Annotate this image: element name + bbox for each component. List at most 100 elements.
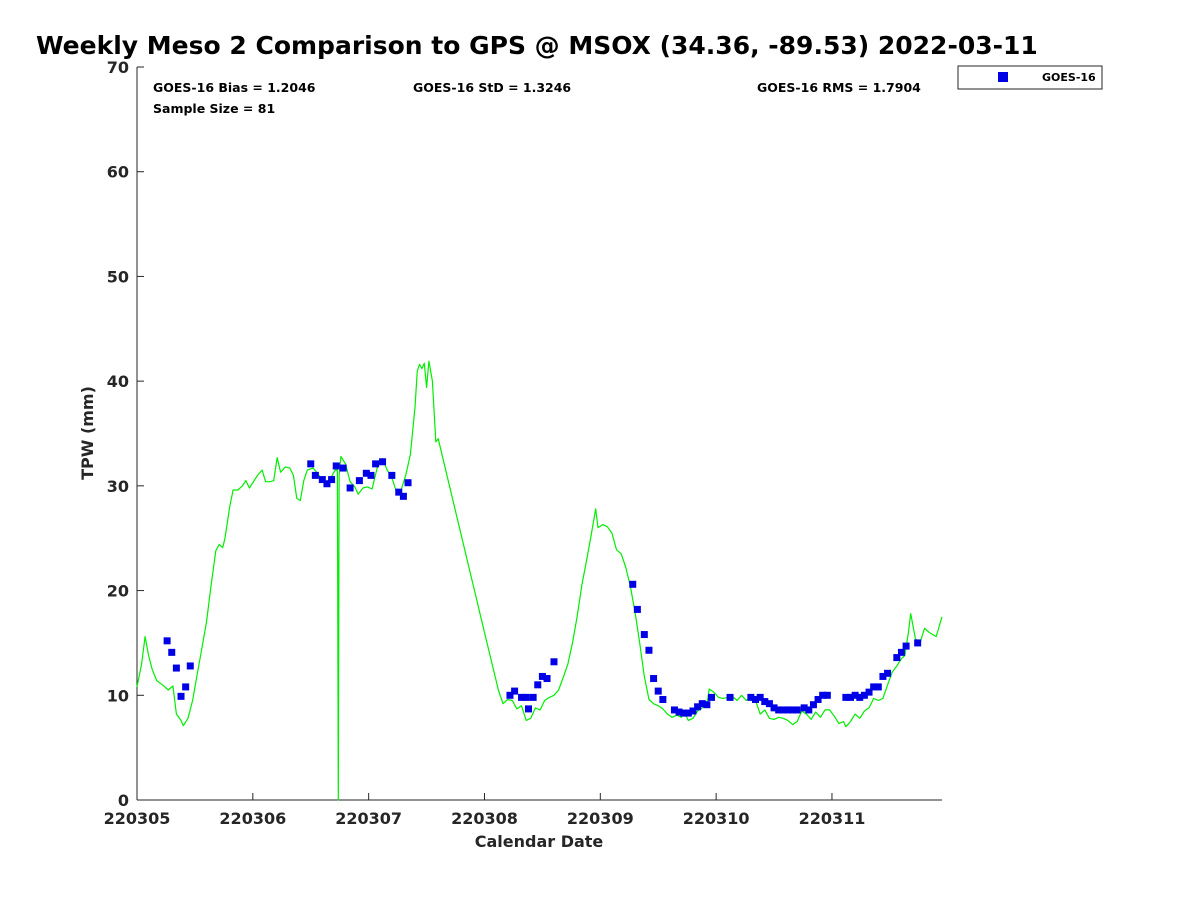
y-tick-label: 30 (107, 477, 129, 496)
stat-bias: GOES-16 Bias = 1.2046 (153, 80, 316, 95)
goes16-point (726, 693, 734, 701)
x-tick-label: 220307 (335, 809, 402, 828)
goes16-point (765, 700, 773, 708)
goes16-point (914, 639, 922, 647)
goes16-point (538, 672, 546, 680)
goes16-point (367, 471, 375, 479)
goes16-point (680, 709, 688, 717)
goes16-point (629, 580, 637, 588)
goes16-point (684, 709, 692, 717)
goes16-point (311, 471, 319, 479)
legend-marker-goes16 (998, 72, 1008, 82)
goes16-point (522, 693, 530, 701)
goes16-point (395, 488, 403, 496)
stat-rms: GOES-16 RMS = 1.7904 (757, 80, 921, 95)
goes16-point (318, 476, 326, 484)
goes16-point (865, 688, 873, 696)
x-tick-label: 220309 (567, 809, 634, 828)
y-tick-label: 70 (107, 58, 129, 77)
goes16-point (640, 631, 648, 639)
goes16-point (511, 687, 519, 695)
goes16-point (186, 662, 194, 670)
goes16-point (529, 693, 537, 701)
y-tick-label: 10 (107, 686, 129, 705)
goes16-point (534, 681, 542, 689)
goes16-point (809, 701, 817, 709)
goes16-point (182, 683, 190, 691)
y-tick-label: 50 (107, 267, 129, 286)
stat-std: GOES-16 StD = 1.3246 (413, 80, 571, 95)
goes16-point (659, 695, 667, 703)
goes16-point (823, 691, 831, 699)
goes16-point (346, 484, 354, 492)
goes16-point (379, 458, 387, 466)
x-tick-label: 220306 (219, 809, 286, 828)
goes16-point (860, 691, 868, 699)
goes16-point (550, 658, 558, 666)
goes16-point (747, 693, 755, 701)
goes16-point (524, 705, 532, 713)
goes16-point (870, 683, 878, 691)
stat-sample-size: Sample Size = 81 (153, 101, 275, 116)
goes16-point (404, 479, 412, 487)
y-axis-label: TPW (mm) (78, 386, 97, 480)
goes16-point (814, 695, 822, 703)
x-tick-label: 220310 (683, 809, 750, 828)
goes16-point (703, 701, 711, 709)
goes16-point (670, 706, 678, 714)
goes16-point (355, 477, 363, 485)
goes16-point (323, 480, 331, 488)
goes16-point (819, 691, 827, 699)
x-axis-label: Calendar Date (475, 832, 604, 851)
goes16-series-points (163, 458, 922, 717)
goes16-point (506, 691, 514, 699)
goes16-point (650, 675, 658, 683)
goes16-point (902, 642, 910, 650)
goes16-point (689, 707, 697, 715)
goes16-point (879, 672, 887, 680)
x-tick-label: 220311 (799, 809, 866, 828)
goes16-point (893, 654, 901, 662)
goes16-point (518, 693, 526, 701)
goes16-point (756, 693, 764, 701)
goes16-point (856, 693, 864, 701)
goes16-point (708, 693, 716, 701)
goes16-point (842, 693, 850, 701)
goes16-point (698, 700, 706, 708)
goes16-point (793, 706, 801, 714)
goes16-point (307, 460, 315, 468)
goes16-point (168, 648, 176, 656)
goes16-point (633, 605, 641, 613)
goes16-point (399, 492, 407, 500)
goes16-point (328, 476, 336, 484)
goes16-point (846, 693, 854, 701)
y-tick-label: 60 (107, 163, 129, 182)
goes16-point (172, 664, 180, 672)
y-tick-label: 20 (107, 582, 129, 601)
goes16-point (770, 704, 778, 712)
goes16-point (388, 471, 396, 479)
goes16-point (372, 460, 380, 468)
goes16-point (805, 706, 813, 714)
goes16-point (332, 462, 340, 470)
gps-series-line (136, 360, 943, 801)
goes16-point (654, 687, 662, 695)
goes16-point (543, 675, 551, 683)
legend-box (957, 65, 1103, 90)
y-tick-label: 0 (118, 791, 129, 810)
x-ticks: 220305 220306 220307 220308 220309 220310 2203… (104, 793, 866, 828)
x-tick-label: 220308 (451, 809, 518, 828)
goes16-point (675, 708, 683, 716)
goes16-point (897, 648, 905, 656)
chart-title: Weekly Meso 2 Comparison to GPS @ MSOX (… (36, 31, 1038, 60)
goes16-point (884, 669, 892, 677)
legend-label-goes16: GOES-16 (1042, 71, 1096, 84)
goes16-point (800, 704, 808, 712)
plot-background (137, 67, 942, 800)
goes16-point (775, 706, 783, 714)
goes16-point (339, 464, 347, 472)
goes16-point (779, 706, 787, 714)
legend: GOES-16 (957, 65, 1103, 90)
goes16-point (752, 695, 760, 703)
